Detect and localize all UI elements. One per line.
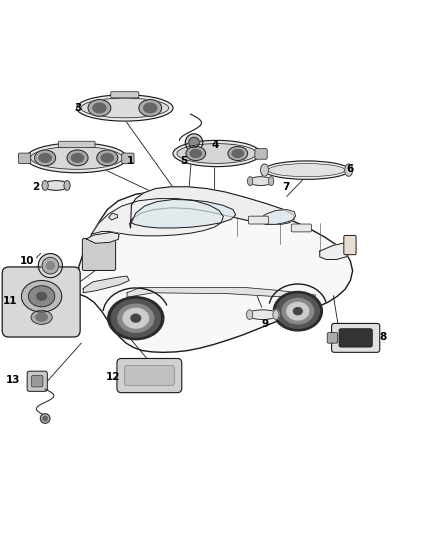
Ellipse shape [123,308,148,328]
Ellipse shape [35,150,56,166]
Text: 6: 6 [346,164,353,174]
FancyBboxPatch shape [248,216,268,224]
Ellipse shape [276,294,319,328]
Ellipse shape [186,147,206,160]
Ellipse shape [26,143,127,173]
Polygon shape [131,199,236,228]
Ellipse shape [71,154,84,162]
Ellipse shape [247,310,253,319]
Ellipse shape [144,103,157,113]
FancyBboxPatch shape [124,366,174,386]
Ellipse shape [264,161,349,179]
Ellipse shape [293,308,302,314]
Polygon shape [77,191,353,352]
Text: 13: 13 [6,375,21,384]
Text: 1: 1 [127,156,134,166]
FancyBboxPatch shape [291,224,311,232]
Ellipse shape [42,181,48,190]
Ellipse shape [43,181,69,190]
FancyBboxPatch shape [27,371,47,391]
Text: 4: 4 [212,140,219,150]
Ellipse shape [131,314,141,322]
Polygon shape [127,287,315,298]
Ellipse shape [88,100,111,116]
Ellipse shape [97,150,118,166]
Text: 9: 9 [261,319,268,329]
Ellipse shape [67,150,88,166]
FancyBboxPatch shape [327,333,338,343]
Polygon shape [83,276,129,293]
Ellipse shape [111,300,160,337]
Ellipse shape [273,292,322,331]
Text: 7: 7 [282,182,289,192]
FancyBboxPatch shape [332,324,380,352]
Ellipse shape [232,150,244,157]
Ellipse shape [173,140,261,167]
FancyBboxPatch shape [18,153,31,164]
FancyBboxPatch shape [117,359,182,393]
Text: 3: 3 [74,103,81,113]
Ellipse shape [185,134,203,151]
Ellipse shape [287,302,309,320]
Text: 11: 11 [2,296,17,305]
Ellipse shape [39,154,51,162]
Ellipse shape [247,310,278,319]
Ellipse shape [268,177,274,185]
Ellipse shape [189,138,199,148]
Polygon shape [92,199,223,236]
Ellipse shape [37,292,46,300]
Text: 5: 5 [180,156,187,166]
FancyBboxPatch shape [58,141,95,147]
Ellipse shape [31,147,123,169]
Ellipse shape [39,254,63,278]
Ellipse shape [228,147,248,160]
Text: 2: 2 [32,182,39,192]
Ellipse shape [21,280,62,312]
FancyBboxPatch shape [339,329,372,347]
Ellipse shape [177,143,257,163]
Ellipse shape [345,164,353,176]
Ellipse shape [81,98,169,118]
FancyBboxPatch shape [82,238,116,270]
Ellipse shape [93,103,106,113]
Polygon shape [130,187,294,228]
Ellipse shape [282,298,314,324]
Ellipse shape [268,164,345,177]
Polygon shape [109,213,117,220]
FancyBboxPatch shape [2,267,80,337]
FancyBboxPatch shape [111,92,139,98]
Ellipse shape [118,304,154,332]
Ellipse shape [31,310,52,324]
Ellipse shape [261,164,268,176]
Polygon shape [258,209,296,224]
Polygon shape [86,232,119,243]
Ellipse shape [36,313,47,321]
Ellipse shape [108,297,164,340]
Ellipse shape [43,416,47,421]
Ellipse shape [248,177,273,185]
FancyBboxPatch shape [255,149,267,159]
Ellipse shape [247,177,253,185]
FancyBboxPatch shape [344,236,356,255]
Ellipse shape [46,262,54,270]
Ellipse shape [190,150,201,157]
Ellipse shape [139,100,162,116]
Ellipse shape [42,257,59,274]
FancyBboxPatch shape [122,153,134,164]
Text: 12: 12 [106,372,120,382]
Ellipse shape [28,286,55,307]
Text: 10: 10 [20,256,35,266]
FancyBboxPatch shape [32,376,43,387]
Ellipse shape [64,181,70,190]
Polygon shape [320,243,352,260]
Text: 8: 8 [380,332,387,342]
Ellipse shape [273,310,279,319]
Ellipse shape [101,154,113,162]
Ellipse shape [77,95,173,121]
Ellipse shape [40,414,50,423]
